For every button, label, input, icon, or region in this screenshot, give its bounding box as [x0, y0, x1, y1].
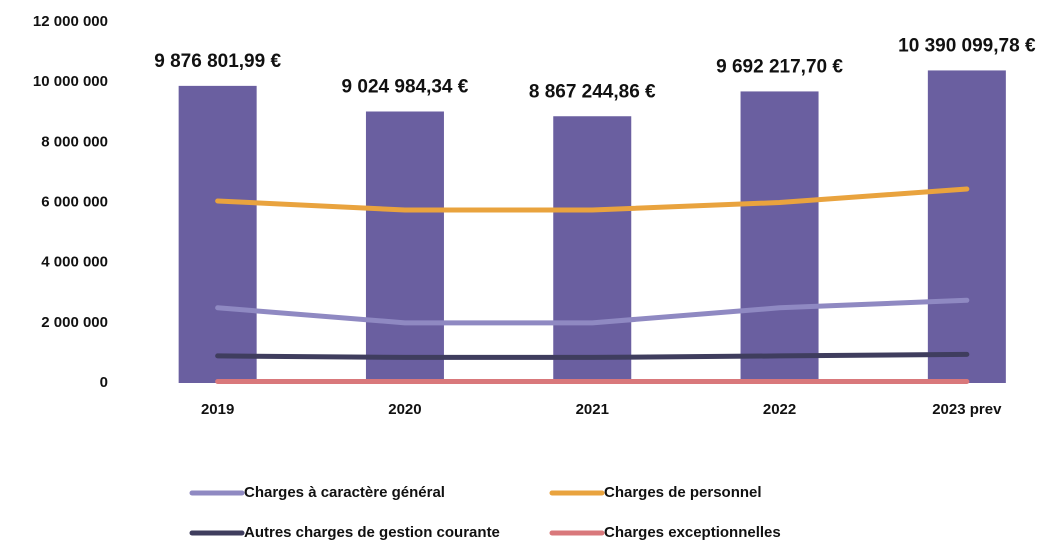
bar: [927, 70, 1006, 384]
x-tick-label: 2019: [201, 401, 234, 418]
bar: [553, 116, 632, 383]
legend-label: Autres charges de gestion courante: [244, 524, 500, 541]
x-tick-label: 2021: [576, 401, 609, 418]
line: [215, 351, 970, 360]
value-label: 9 692 217,70 €: [716, 56, 843, 77]
y-tick-label: 2 000 000: [41, 314, 108, 331]
x-tick-label: 2020: [388, 401, 421, 418]
y-tick-label: 8 000 000: [41, 133, 108, 150]
bar: [365, 111, 444, 384]
y-tick-label: 4 000 000: [41, 254, 108, 271]
line: [215, 297, 970, 326]
value-label: 9 024 984,34 €: [342, 77, 469, 98]
value-label: 8 867 244,86 €: [529, 81, 656, 102]
bar: [178, 85, 257, 384]
y-tick-label: 12 000 000: [33, 13, 108, 30]
y-tick-label: 0: [100, 374, 108, 391]
value-label: 10 390 099,78 €: [898, 35, 1036, 56]
legend-label: Charges de personnel: [604, 484, 762, 501]
legend-label: Charges exceptionnelles: [604, 524, 781, 541]
legend-label: Charges à caractère général: [244, 484, 445, 501]
x-tick-label: 2022: [763, 401, 796, 418]
y-tick-label: 6 000 000: [41, 193, 108, 210]
value-label: 9 876 801,99 €: [154, 51, 281, 72]
y-tick-label: 10 000 000: [33, 73, 108, 90]
line: [215, 186, 970, 213]
x-tick-label: 2023 prev: [932, 401, 1002, 418]
bar: [740, 91, 819, 383]
